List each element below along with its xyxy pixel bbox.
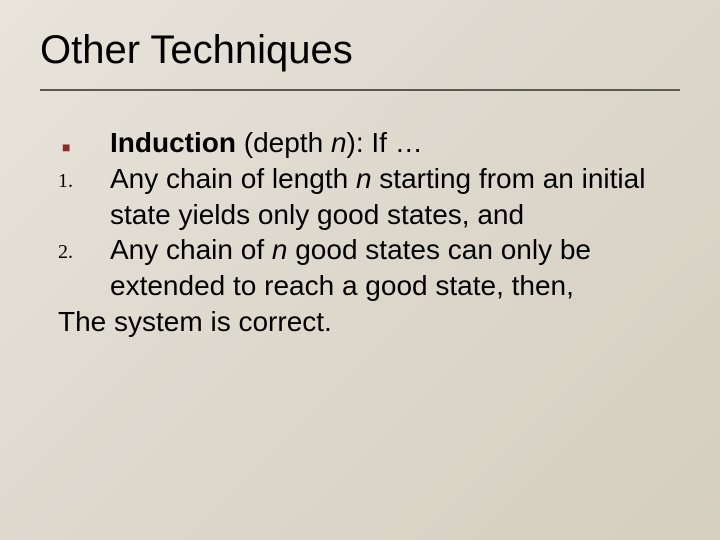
slide-content: ■ Induction (depth n): If … 1. Any chain… <box>40 125 680 340</box>
text-italic: n <box>331 127 347 158</box>
text-bold: Induction <box>110 127 236 158</box>
number-marker: 2. <box>58 232 110 266</box>
text-italic: n <box>356 163 372 194</box>
bullet-item: ■ Induction (depth n): If … <box>58 125 680 161</box>
number-marker: 1. <box>58 161 110 195</box>
numbered-item: 1. Any chain of length n starting from a… <box>58 161 680 233</box>
text-plain: Any chain of length <box>110 163 356 194</box>
text-plain: (depth <box>236 127 331 158</box>
bullet-square-icon: ■ <box>58 125 110 157</box>
slide-title: Other Techniques <box>40 28 680 83</box>
text-plain: Any chain of <box>110 234 272 265</box>
bullet-text: Induction (depth n): If … <box>110 125 680 161</box>
title-underline <box>40 89 680 91</box>
conclusion-text: The system is correct. <box>58 304 680 340</box>
slide: Other Techniques ■ Induction (depth n): … <box>0 0 720 540</box>
numbered-text: Any chain of length n starting from an i… <box>110 161 680 233</box>
text-italic: n <box>272 234 288 265</box>
numbered-text: Any chain of n good states can only be e… <box>110 232 680 304</box>
text-plain: ): If … <box>347 127 423 158</box>
numbered-item: 2. Any chain of n good states can only b… <box>58 232 680 304</box>
